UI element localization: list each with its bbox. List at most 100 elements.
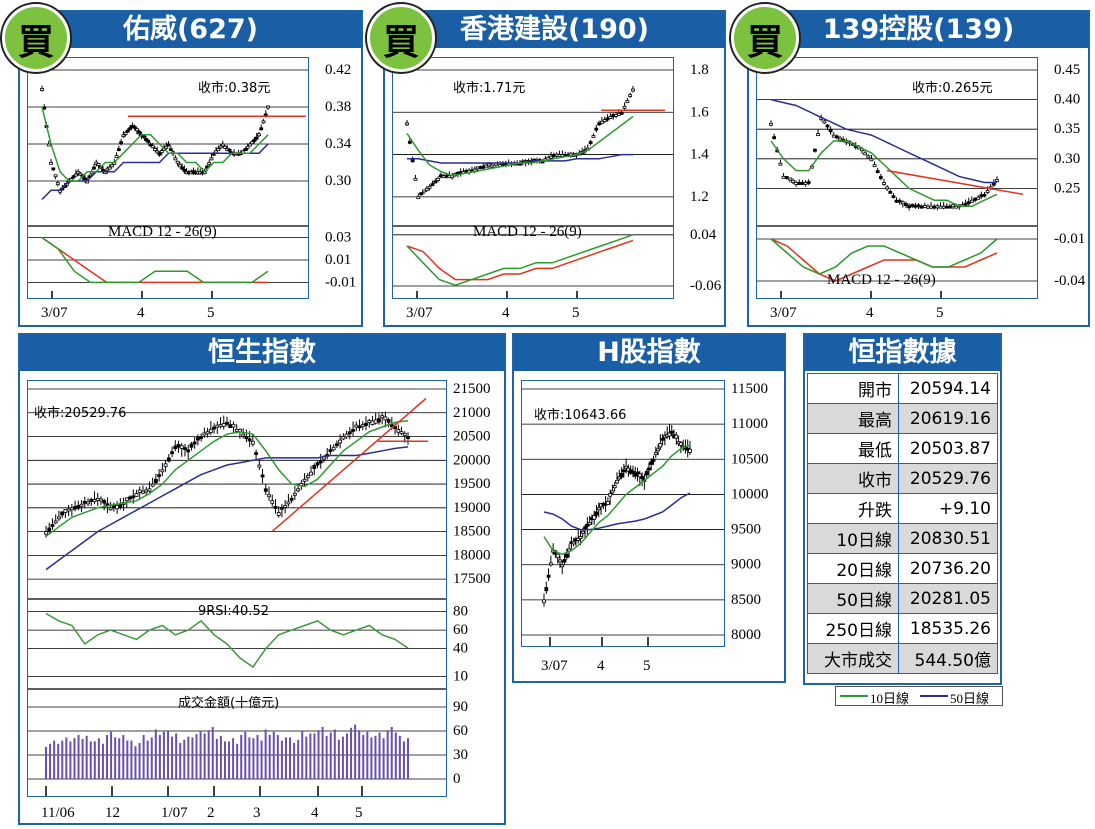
price-candle — [243, 148, 248, 152]
price-candle — [617, 476, 622, 480]
y-tick-label: 21000 — [453, 405, 491, 421]
index-row-label: 開市 — [807, 373, 899, 404]
panel-title: 佑威(627) — [20, 12, 361, 48]
price-candle — [107, 166, 112, 170]
price-candle — [580, 530, 585, 534]
price-candle — [769, 122, 773, 126]
ma10-line — [406, 115, 634, 177]
x-tick-label: 2 — [207, 805, 215, 821]
price-candle — [225, 421, 229, 425]
price-candle — [244, 436, 249, 439]
macd-signal-line — [406, 239, 634, 281]
y-tick-label: 9500 — [731, 522, 761, 538]
x-tick-label: 12 — [105, 805, 120, 821]
price-candle — [938, 205, 943, 209]
price-candle — [215, 424, 220, 428]
price-candle — [951, 204, 955, 208]
x-tick-label: 4 — [311, 805, 319, 821]
price-candle — [51, 167, 56, 171]
price-candle — [688, 448, 692, 453]
price-candle — [137, 131, 142, 134]
price-candle — [82, 500, 87, 504]
price-candle — [555, 553, 560, 559]
price-candle — [168, 148, 173, 152]
price-candle — [624, 465, 629, 469]
price-candle — [542, 599, 546, 604]
price-candle — [76, 505, 81, 509]
price-candle — [367, 420, 372, 423]
price-candle — [159, 150, 164, 153]
price-candle — [976, 196, 981, 200]
price-candle — [309, 471, 313, 476]
x-tick-label: 4 — [597, 658, 605, 674]
y-tick-label: 0.38 — [325, 99, 351, 115]
x-tick-label: 3/07 — [41, 305, 68, 321]
price-candle — [897, 199, 902, 203]
price-candle — [377, 418, 381, 423]
price-candle — [631, 470, 635, 474]
price-candle — [667, 432, 672, 437]
price-candle — [373, 419, 378, 424]
price-candle — [816, 133, 820, 137]
price-candle — [351, 429, 355, 432]
price-candle — [878, 176, 883, 179]
index-row-value: 20594.14 — [898, 373, 998, 404]
price-candle — [267, 494, 271, 498]
price-candle — [92, 166, 96, 170]
price-candle — [150, 483, 155, 487]
price-candle — [904, 203, 908, 207]
price-candle — [612, 485, 617, 489]
price-candle — [416, 196, 421, 200]
price-candle — [578, 536, 583, 540]
price-candle — [47, 527, 52, 532]
y-tick-label: 17500 — [453, 571, 491, 587]
price-candle — [223, 145, 227, 149]
price-candle — [266, 105, 270, 109]
price-candle — [99, 498, 103, 502]
macd-y-tick-label: -0.01 — [325, 274, 356, 290]
y-tick-label: 10000 — [731, 486, 769, 502]
price-candle — [49, 161, 53, 165]
chart-panel-139: 139控股(139) 收市:0.265元 MACD 12 - 26(9) 0.45… — [747, 10, 1090, 327]
rsi-label: 9RSI:40.52 — [198, 604, 269, 619]
price-candle — [153, 478, 158, 484]
price-candle — [289, 497, 294, 501]
price-candle — [173, 445, 178, 450]
price-candle — [160, 469, 165, 473]
chart-area: 收市:0.38元 MACD 12 - 26(9) — [27, 57, 309, 299]
price-candle — [935, 205, 940, 209]
index-row-label: 大市成交 — [807, 643, 899, 674]
price-candle — [828, 129, 833, 133]
y-tick-label: 18000 — [453, 547, 491, 563]
price-candle — [273, 506, 278, 509]
x-tick-label: 1/07 — [161, 805, 188, 821]
price-candle — [79, 503, 84, 507]
price-candle — [600, 120, 604, 124]
price-candle — [430, 183, 435, 187]
index-table-row: 50日線 20281.05 — [807, 583, 998, 614]
price-candle — [660, 437, 665, 441]
price-candle — [354, 424, 359, 428]
index-table-row: 收市 20529.76 — [807, 463, 998, 494]
price-candle — [608, 116, 613, 119]
close-price-label: 收市:1.71元 — [453, 80, 525, 96]
price-candle — [115, 505, 120, 510]
price-candle — [334, 443, 339, 447]
x-tick-label: 3 — [253, 805, 261, 821]
x-tick-label: 4 — [866, 305, 874, 321]
price-candle — [615, 479, 619, 484]
y-tick-label: 0.40 — [1054, 92, 1080, 108]
price-candle — [69, 507, 74, 511]
price-candle — [966, 201, 971, 205]
price-candle — [631, 88, 635, 92]
price-candle — [60, 511, 65, 516]
price-candle — [207, 162, 212, 165]
price-candle — [602, 119, 607, 123]
price-candle — [649, 461, 654, 465]
price-candle — [910, 204, 915, 207]
price-candle — [422, 189, 426, 193]
y-tick-label: 1.4 — [690, 147, 709, 163]
price-candle — [410, 159, 415, 163]
index-table-row: 250日線 18535.26 — [807, 613, 998, 644]
price-candle — [907, 205, 912, 209]
